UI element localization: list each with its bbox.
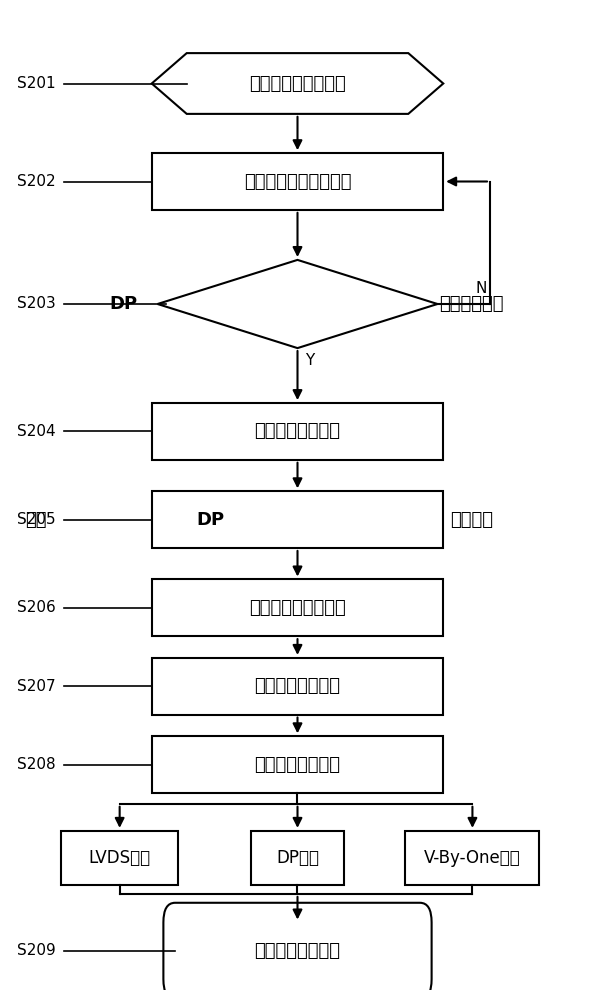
Text: DP编码: DP编码	[276, 849, 319, 867]
Text: 液晶模组分辨率适配: 液晶模组分辨率适配	[249, 599, 346, 617]
Text: Y: Y	[305, 353, 314, 368]
Text: S207: S207	[17, 679, 55, 694]
Text: 控制模块上电初始化: 控制模块上电初始化	[249, 75, 346, 93]
Text: S201: S201	[17, 76, 55, 91]
Text: 解析辅助通道信号: 解析辅助通道信号	[255, 422, 340, 440]
Text: DP: DP	[196, 511, 224, 529]
Text: S204: S204	[17, 424, 55, 439]
Text: S208: S208	[17, 757, 55, 772]
Text: LVDS编码: LVDS编码	[89, 849, 151, 867]
Text: 视频信号: 视频信号	[450, 511, 493, 529]
Text: DP: DP	[109, 295, 137, 313]
Text: 测试待测液晶模组: 测试待测液晶模组	[255, 942, 340, 960]
Text: S205: S205	[17, 512, 55, 527]
Text: 视频数据编码处理: 视频数据编码处理	[255, 756, 340, 774]
Text: S203: S203	[17, 296, 55, 312]
Text: S202: S202	[17, 174, 55, 189]
Text: S206: S206	[17, 600, 55, 615]
Text: 解析: 解析	[25, 511, 47, 529]
Text: N: N	[475, 281, 487, 296]
Text: S209: S209	[17, 943, 55, 958]
Text: 液晶模组帧率适配: 液晶模组帧率适配	[255, 677, 340, 695]
Text: V-By-One编码: V-By-One编码	[424, 849, 521, 867]
Text: 视频解码模块: 视频解码模块	[440, 295, 504, 313]
Text: 读取待测液晶模组信息: 读取待测液晶模组信息	[244, 172, 351, 190]
